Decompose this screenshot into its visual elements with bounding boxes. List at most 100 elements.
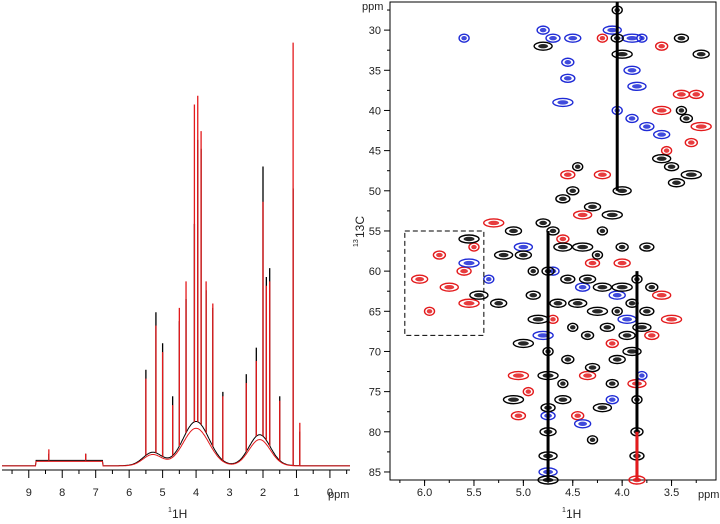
hsqc-cross-peak — [612, 293, 622, 298]
hsqc-cross-peak — [617, 260, 627, 266]
hsqc-cross-peak — [518, 244, 529, 250]
hsqc-cross-peak-contour — [673, 33, 690, 43]
hsqc-cross-peak-contour — [602, 25, 622, 35]
hsqc-cross-peak-contour — [636, 33, 648, 43]
spectrum-x-axis-title-sup: 1 — [168, 507, 172, 514]
hsqc-cross-peak — [612, 357, 622, 362]
hsqc-y-tick-label: 45 — [369, 146, 381, 158]
hsqc-cross-peak-contour — [651, 290, 672, 300]
hsqc-cross-peak-contour — [571, 242, 594, 252]
hsqc-cross-peak-contour — [651, 105, 672, 116]
hsqc-cross-peak-contour — [599, 322, 616, 333]
hsqc-cross-peak-contour — [692, 49, 710, 59]
hsqc-cross-peak — [436, 252, 443, 258]
hsqc-x-tick-label: 5.5 — [466, 487, 481, 499]
hsqc-y-unit-label: ppm — [362, 1, 383, 13]
hsqc-cross-peak-contour — [469, 290, 489, 300]
hsqc-cross-peak — [517, 341, 529, 346]
hsqc-cross-peak — [614, 309, 620, 314]
hsqc-cross-peak — [656, 293, 667, 298]
hsqc-cross-peak — [574, 164, 581, 169]
hsqc-cross-peak — [597, 172, 607, 177]
hsqc-cross-peak — [460, 268, 468, 274]
hsqc-cross-peak — [471, 244, 477, 250]
hsqc-cross-peak-contour — [560, 274, 576, 284]
hsqc-y-tick-label: 50 — [369, 186, 381, 198]
hsqc-cross-peak-contour — [645, 282, 659, 292]
spectrum-tick-label: 8 — [59, 487, 65, 499]
hsqc-cross-peak — [461, 35, 467, 41]
hsqc-cross-peak-contour — [611, 282, 633, 292]
hsqc-cross-peak — [537, 333, 549, 338]
hsqc-cross-peak — [594, 252, 601, 258]
hsqc-cross-peak — [563, 76, 572, 81]
hsqc-cross-peak — [667, 164, 676, 169]
spectrum-tick-label: 9 — [26, 487, 32, 499]
hsqc-cross-peak-contour — [560, 170, 576, 180]
hsqc-cross-peak-contour — [611, 306, 623, 316]
hsqc-x-tick-label: 5.0 — [516, 487, 531, 499]
hsqc-cross-peak — [563, 276, 572, 282]
spectrum-envelope — [2, 427, 350, 467]
hsqc-cross-peak — [672, 180, 681, 185]
hsqc-x-tick-label: 6.0 — [417, 487, 432, 499]
hsqc-cross-peak-contour — [514, 250, 533, 260]
hsqc-cross-peak — [532, 317, 544, 322]
hsqc-cross-peak-contour — [554, 394, 572, 405]
spectrum-tick-label: 7 — [93, 487, 99, 499]
hsqc-cross-peak-contour — [557, 378, 569, 389]
hsqc-cross-peak — [688, 140, 695, 145]
hsqc-cross-peak-contour — [596, 33, 609, 43]
hsqc-cross-peak — [683, 116, 690, 121]
hsqc-cross-peak-contour — [502, 394, 525, 405]
hsqc-cross-peak — [415, 276, 425, 282]
hsqc-cross-peak — [642, 244, 651, 250]
hsqc-cross-peak — [488, 220, 500, 226]
hsqc-cross-peak — [559, 236, 567, 242]
hsqc-cross-peak — [656, 156, 667, 161]
spectrum-tick-label: 1 — [293, 487, 299, 499]
hsqc-cross-peak-contour — [522, 386, 535, 397]
hsqc-cross-peak-contour — [567, 322, 579, 333]
hsqc-cross-peak — [577, 212, 588, 218]
hsqc-cross-peak-contour — [605, 338, 619, 349]
hsqc-cross-peak-contour — [458, 298, 480, 308]
hsqc-cross-peak-contour — [536, 25, 550, 35]
hsqc-cross-peak-contour — [458, 33, 470, 43]
hsqc-cross-peak-contour — [533, 41, 553, 51]
hsqc-cross-peak-contour — [639, 306, 655, 316]
hsqc-cross-peak — [557, 244, 568, 250]
hsqc-cross-peak — [677, 92, 686, 97]
hsqc-cross-peak-contour — [584, 362, 601, 373]
hsqc-cross-peak — [549, 35, 557, 41]
hsqc-cross-peak — [512, 373, 524, 378]
hsqc-cross-peak-contour — [596, 226, 609, 236]
hsqc-cross-peak — [570, 325, 576, 330]
hsqc-cross-peak-contour — [672, 89, 691, 100]
hsqc-cross-peak-contour — [654, 41, 669, 51]
hsqc-cross-peak — [564, 60, 572, 65]
spectrum-traces — [2, 42, 350, 467]
hsqc-cross-peak — [607, 27, 618, 33]
hsqc-cross-peak-contour — [439, 282, 459, 292]
hsqc-cross-peak-contour — [489, 298, 508, 308]
hsqc-cross-peak-contour — [608, 354, 626, 365]
hsqc-cross-peak-contour — [493, 250, 514, 260]
spectrum-envelope — [2, 421, 350, 467]
hsqc-cross-peak-contour — [690, 121, 712, 132]
hsqc-cross-peak — [539, 27, 547, 33]
hsqc-y-tick-label: 70 — [369, 346, 381, 358]
hsqc-x-tick-label: 4.5 — [565, 487, 580, 499]
hsqc-cross-peak — [518, 252, 528, 258]
hsqc-cross-peak — [473, 293, 484, 298]
hsqc-cross-peak — [628, 301, 636, 306]
hsqc-cross-peak — [632, 84, 642, 89]
hsqc-cross-peak — [626, 35, 638, 41]
hsqc-cross-peak-contour — [592, 402, 613, 413]
hsqc-cross-peak-contour — [567, 298, 588, 308]
hsqc-cross-peak — [444, 284, 455, 290]
hsqc-cross-peak — [663, 148, 670, 153]
hsqc-y-tick-label: 35 — [369, 65, 381, 77]
hsqc-cross-peak-contour — [504, 226, 523, 236]
hsqc-cross-peak-contour — [483, 274, 495, 284]
